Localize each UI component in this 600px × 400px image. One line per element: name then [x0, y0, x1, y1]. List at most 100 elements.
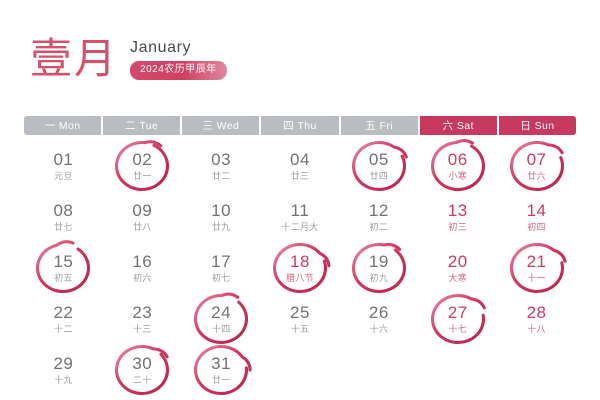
day-cell[interactable]: 25 十五	[261, 293, 340, 344]
weekday-header-cell-3: 四 Thu	[261, 116, 339, 135]
day-cell[interactable]: 23 十三	[103, 293, 182, 344]
lunar-day-label: 初六	[132, 273, 152, 283]
day-number: 08	[53, 201, 74, 220]
day-number: 22	[53, 303, 74, 322]
day-cell[interactable]: 09 廿八	[103, 191, 182, 242]
day-cell[interactable]: 26 十六	[339, 293, 418, 344]
weekday-header-row: 一 Mon 二 Tue 三 Wed 四 Thu 五 Fri 六 Sat 日 Sun	[24, 116, 576, 135]
day-cell[interactable]: 21 十一	[497, 242, 576, 293]
lunar-day-label: 初四	[527, 222, 546, 232]
day-cell[interactable]: 10 廿九	[182, 191, 261, 242]
day-cell[interactable]: 31 廿一	[182, 344, 261, 395]
day-number: 29	[53, 354, 74, 373]
day-number: 16	[132, 252, 153, 271]
lunar-day-label: 十八	[527, 324, 546, 334]
weekday-header-label: 一 Mon	[44, 120, 81, 132]
day-number: 14	[526, 201, 547, 220]
weekday-header-label: 五 Fri	[365, 120, 393, 132]
weekday-header-label: 四 Thu	[283, 120, 317, 132]
day-cell[interactable]: 05 廿四	[339, 140, 418, 191]
day-number: 05	[368, 150, 389, 169]
day-number: 24	[211, 303, 232, 322]
day-number: 27	[447, 303, 468, 322]
day-cell[interactable]: 24 十四	[182, 292, 261, 344]
day-cell[interactable]: 18 腊八节	[261, 242, 340, 293]
weekday-header-label: 三 Wed	[202, 120, 240, 132]
lunar-day-label: 大寒	[448, 273, 468, 283]
weekday-header-cell-6: 日 Sun	[498, 116, 576, 135]
day-cell[interactable]: 01 元旦	[24, 140, 103, 191]
day-cell[interactable]: 30 二十	[103, 344, 182, 395]
lunar-day-label: 二十	[132, 375, 152, 385]
day-grid: 01 元旦 02 廿一 03 廿二 04 廿三 05 廿四 06 小寒 07 廿六 08 廿七 09 廿八 10 廿九…	[24, 138, 576, 395]
day-number: 25	[290, 303, 310, 322]
lunar-day-label: 廿三	[290, 171, 310, 181]
day-cell[interactable]: 20 大寒	[418, 242, 497, 293]
weekday-header-label: 六 Sat	[442, 120, 474, 132]
day-cell[interactable]: 13 初三	[418, 191, 497, 242]
lunar-day-label: 廿二	[211, 171, 231, 181]
weekday-header-label: 日 Sun	[520, 120, 555, 132]
day-cell[interactable]: 22 十二	[24, 293, 103, 344]
lunar-day-label: 初五	[54, 273, 73, 283]
lunar-day-label: 十七	[448, 324, 468, 334]
weekday-header-cell-4: 五 Fri	[340, 116, 418, 135]
lunar-day-label: 廿六	[527, 171, 546, 181]
lunar-day-label: 十二月大	[281, 222, 319, 232]
lunar-day-label: 十二	[54, 324, 73, 334]
day-number: 11	[290, 201, 310, 220]
day-cell[interactable]: 12 初二	[339, 191, 418, 242]
day-cell[interactable]: 28 十八	[497, 293, 576, 344]
day-cell[interactable]: 15 初五	[24, 239, 103, 293]
day-cell[interactable]: 08 廿七	[24, 191, 103, 242]
lunar-day-label: 十一	[527, 273, 546, 283]
day-cell[interactable]: 14 初四	[497, 191, 576, 242]
day-number: 19	[368, 252, 389, 271]
day-cell[interactable]: 11 十二月大	[261, 191, 340, 242]
month-title-chinese: 壹月	[30, 37, 119, 83]
day-number: 30	[132, 354, 153, 373]
month-title-english: January	[130, 39, 192, 56]
day-number: 09	[132, 201, 153, 220]
day-number: 15	[53, 252, 74, 271]
lunar-day-label: 初七	[211, 273, 231, 283]
weekday-header-cell-0: 一 Mon	[24, 116, 102, 135]
day-number: 18	[290, 252, 310, 271]
lunar-year-badge: 2024农历甲辰年	[130, 61, 227, 80]
lunar-day-label: 十五	[290, 324, 310, 334]
day-number: 13	[447, 201, 468, 220]
day-cell[interactable]: 04 廿三	[261, 140, 340, 191]
day-number: 04	[290, 150, 310, 169]
weekday-header-label: 二 Tue	[125, 120, 159, 132]
day-cell[interactable]: 07 廿六	[497, 140, 576, 191]
lunar-day-label: 小寒	[448, 171, 468, 181]
lunar-day-label: 初三	[448, 222, 468, 232]
lunar-day-label: 元旦	[54, 171, 73, 181]
day-cell[interactable]: 02 廿一	[103, 139, 182, 191]
day-cell[interactable]: 17 初七	[182, 242, 261, 293]
day-cell[interactable]: 06 小寒	[418, 138, 497, 191]
day-number: 21	[526, 252, 547, 271]
day-cell[interactable]: 27 十七	[418, 293, 497, 344]
day-cell[interactable]: 19 初九	[339, 242, 418, 293]
day-number: 26	[368, 303, 389, 322]
lunar-day-label: 十六	[369, 324, 389, 334]
day-number: 10	[211, 201, 232, 220]
day-cell[interactable]: 29 十九	[24, 344, 103, 395]
day-number: 01	[53, 150, 74, 169]
day-number: 20	[447, 252, 468, 271]
lunar-day-label: 廿四	[369, 171, 389, 181]
day-number: 06	[447, 150, 468, 169]
lunar-day-label: 十九	[54, 375, 73, 385]
day-cell[interactable]: 16 初六	[103, 242, 182, 293]
day-number: 28	[526, 303, 547, 322]
lunar-day-label: 廿九	[211, 222, 231, 232]
day-cell[interactable]: 03 廿二	[182, 140, 261, 191]
lunar-day-label: 十四	[211, 324, 231, 334]
lunar-day-label: 初二	[369, 222, 389, 232]
day-number: 17	[211, 252, 232, 271]
weekday-header-cell-2: 三 Wed	[182, 116, 260, 135]
lunar-day-label: 廿七	[54, 222, 73, 232]
day-number: 31	[211, 354, 232, 373]
